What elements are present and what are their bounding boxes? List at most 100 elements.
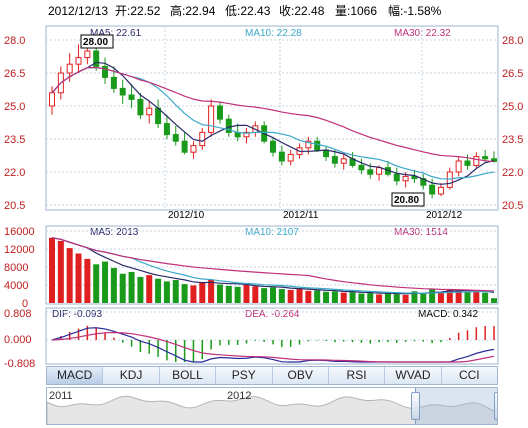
price-tick-left: 20.5	[4, 200, 25, 212]
tab-cci[interactable]: CCI	[458, 368, 480, 382]
price-tick-left: 26.5	[4, 68, 25, 80]
price-x-tick: 2012/11	[283, 210, 319, 221]
volume-bar	[376, 294, 383, 303]
volume-bar	[172, 280, 179, 303]
macd-tick: -0.808	[4, 358, 35, 370]
volume-ma5-label: MA5: 2013	[90, 227, 139, 238]
header-close: 收:22.48	[279, 4, 325, 18]
macd-dif-label: DIF: -0.093	[52, 309, 102, 320]
low-marker: 20.80	[391, 192, 425, 207]
navigator-left-handle[interactable]	[411, 392, 420, 420]
time-navigator[interactable]: 2011 2012	[46, 387, 498, 425]
header-volume: 量:1066	[335, 4, 377, 18]
candle-body	[429, 184, 436, 195]
volume-bar	[340, 292, 347, 303]
volume-bar	[102, 261, 109, 303]
volume-bar	[455, 290, 462, 303]
navigator-selection-window[interactable]	[411, 388, 497, 424]
volume-bar	[278, 289, 285, 303]
volume-bar	[446, 289, 453, 303]
candle-body	[446, 171, 453, 188]
volume-bar	[208, 279, 215, 303]
volume-bar	[234, 286, 241, 303]
candle-body	[199, 131, 206, 147]
volume-tick: 8000	[4, 262, 28, 274]
navigator-label-2012: 2012	[227, 390, 252, 402]
volume-bar	[420, 293, 427, 303]
volume-bar	[225, 285, 232, 303]
header-change: 幅:-1.58%	[388, 3, 442, 18]
macd-y-axis: 0.808 0.000 -0.808	[4, 308, 35, 370]
macd-dea-label: DEA: -0.264	[245, 309, 300, 320]
volume-bar	[287, 289, 294, 303]
volume-bar	[216, 284, 223, 303]
candle-body	[66, 63, 73, 74]
volume-bar	[199, 282, 206, 303]
volume-bar	[110, 267, 117, 303]
volume-bar	[155, 278, 162, 303]
tab-wvad[interactable]: WVAD	[385, 367, 442, 384]
volume-bar	[49, 237, 55, 303]
tab-obv[interactable]: OBV	[273, 367, 329, 384]
volume-bar	[181, 284, 188, 303]
candle-body	[216, 105, 223, 120]
price-tick-right: 22.0	[502, 167, 523, 179]
price-x-tick: 2012/10	[168, 210, 205, 221]
candle-body	[340, 158, 347, 164]
tab-psy[interactable]: PSY	[216, 367, 273, 384]
price-y-axis-left: 28.0 26.5 25.0 23.5 22.0 20.5	[4, 35, 25, 212]
header-high: 高:22.94	[170, 3, 216, 18]
macd-tick: 0.808	[4, 308, 32, 320]
volume-tick: 16000	[4, 226, 35, 238]
candle-body	[84, 50, 91, 59]
price-tick-right: 23.5	[502, 134, 523, 146]
candle-body	[376, 167, 383, 175]
volume-bar	[128, 271, 135, 303]
price-tick-left: 22.0	[4, 167, 25, 179]
price-tick-right: 26.5	[502, 68, 523, 80]
navigator-right-handle[interactable]	[494, 392, 497, 420]
low-marker-label: 20.80	[394, 195, 419, 206]
volume-bar	[146, 275, 153, 303]
volume-bar	[411, 291, 418, 303]
volume-bar	[243, 285, 250, 303]
price-tick-left: 25.0	[4, 101, 25, 113]
candle-body	[208, 105, 215, 133]
candle-body	[110, 76, 117, 89]
volume-bar	[437, 292, 444, 303]
volume-ma30-label: MA30: 1514	[394, 227, 448, 238]
header-low: 低:22.43	[225, 4, 271, 18]
candle-body	[243, 131, 250, 138]
candle-body	[163, 123, 170, 136]
price-ma5-line	[51, 61, 495, 185]
volume-tick: 0	[22, 298, 28, 310]
volume-bar	[252, 286, 259, 303]
macd-dea-line	[51, 331, 495, 363]
volume-bar	[473, 289, 480, 303]
candle-body	[119, 87, 126, 96]
candle-body	[49, 92, 55, 107]
high-marker-label: 28.00	[83, 37, 108, 48]
candle-body	[146, 107, 153, 116]
volume-bar	[296, 288, 303, 303]
macd-panel	[45, 307, 499, 365]
tab-kdj[interactable]: KDJ	[103, 367, 160, 384]
tab-boll[interactable]: BOLL	[160, 367, 217, 384]
candle-body	[305, 140, 312, 149]
candle-body	[93, 50, 100, 67]
candle-body	[331, 156, 338, 164]
price-moving-averages	[51, 61, 495, 185]
volume-bar	[66, 248, 73, 303]
tab-macd[interactable]: MACD	[47, 367, 104, 384]
volume-bar	[323, 291, 330, 303]
price-tick-left: 28.0	[4, 35, 25, 47]
tab-rsi[interactable]: RSI	[329, 367, 386, 384]
volume-bar	[402, 294, 409, 303]
candle-body	[314, 140, 321, 151]
candle-body	[437, 186, 444, 195]
candle-body	[102, 65, 109, 78]
candle-body	[358, 164, 365, 171]
volume-bar	[482, 292, 489, 303]
macd-value-label: MACD: 0.342	[418, 309, 478, 320]
